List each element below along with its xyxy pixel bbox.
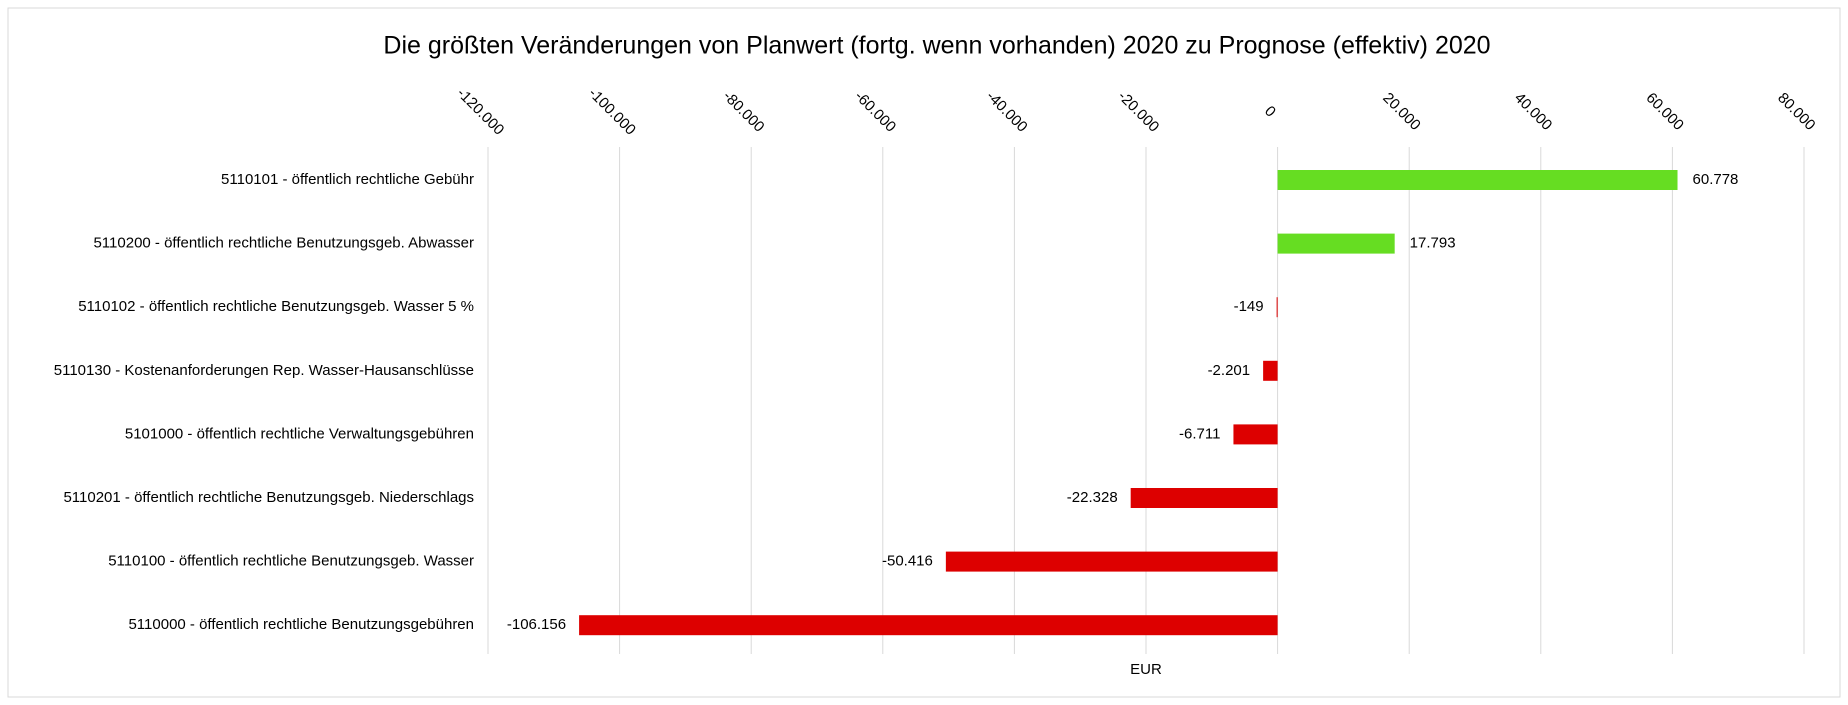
data-label: -106.156 [507,616,566,633]
chart-frame [7,7,1841,698]
y-tick-label: 5110201 - öffentlich rechtliche Benutzun… [63,489,474,506]
bar [945,551,1278,572]
bar [579,615,1278,636]
data-label: -50.416 [882,553,933,570]
bar [1277,233,1395,254]
y-tick-label: 5101000 - öffentlich rechtliche Verwaltu… [125,425,474,442]
x-axis-label: EUR [1130,661,1162,678]
data-label: -2.201 [1208,362,1251,379]
bar [1130,488,1278,508]
y-tick-label: 5110000 - öffentlich rechtliche Benutzun… [128,616,474,633]
bar [1277,170,1678,190]
bar [1276,297,1278,318]
y-tick-label: 5110101 - öffentlich rechtliche Gebühr [221,171,474,188]
y-tick-label: 5110102 - öffentlich rechtliche Benutzun… [78,298,474,315]
y-tick-label: 5110130 - Kostenanforderungen Rep. Wasse… [54,362,474,379]
data-label: 60.778 [1693,171,1739,188]
data-label: -22.328 [1067,489,1118,506]
y-tick-label: 5110200 - öffentlich rechtliche Benutzun… [93,235,474,252]
data-label: -149 [1234,298,1264,315]
bar [1263,360,1278,381]
bar [1233,424,1278,445]
data-label: -6.711 [1179,425,1220,442]
data-label: 17.793 [1410,235,1456,252]
y-tick-label: 5110100 - öffentlich rechtliche Benutzun… [108,553,474,570]
chart-title: Die größten Veränderungen von Planwert (… [383,32,1490,60]
